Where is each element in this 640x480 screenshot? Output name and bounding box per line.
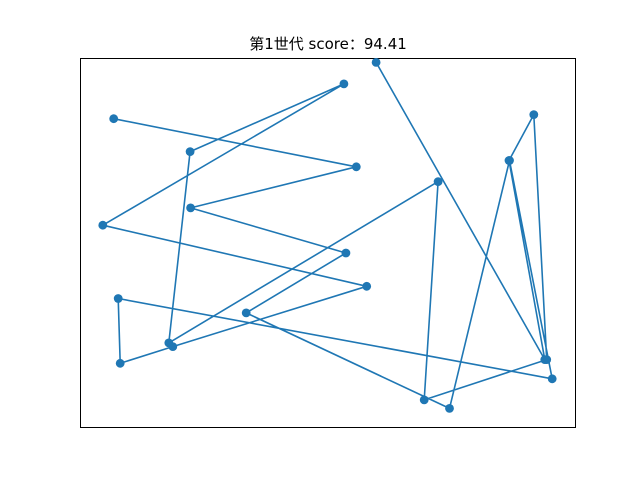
data-point: [445, 404, 454, 413]
chart-title: 第1世代 score：94.41: [249, 35, 407, 53]
data-point: [339, 79, 349, 89]
data-point: [113, 294, 123, 303]
plot-area: [80, 58, 576, 428]
data-point: [241, 308, 251, 318]
data-point: [371, 58, 381, 67]
data-point: [164, 338, 174, 348]
data-point: [186, 203, 196, 213]
data-point: [351, 162, 361, 172]
data-point: [529, 110, 539, 119]
data-point: [362, 281, 372, 291]
data-point: [115, 358, 125, 368]
data-point: [540, 355, 550, 364]
series-layer: [98, 58, 557, 413]
data-point: [98, 220, 108, 230]
data-point: [433, 177, 443, 187]
data-point: [185, 147, 195, 157]
data-point: [419, 395, 429, 405]
data-point: [109, 114, 119, 124]
data-point: [504, 156, 514, 165]
data-point: [547, 374, 557, 384]
data-point: [341, 248, 351, 258]
